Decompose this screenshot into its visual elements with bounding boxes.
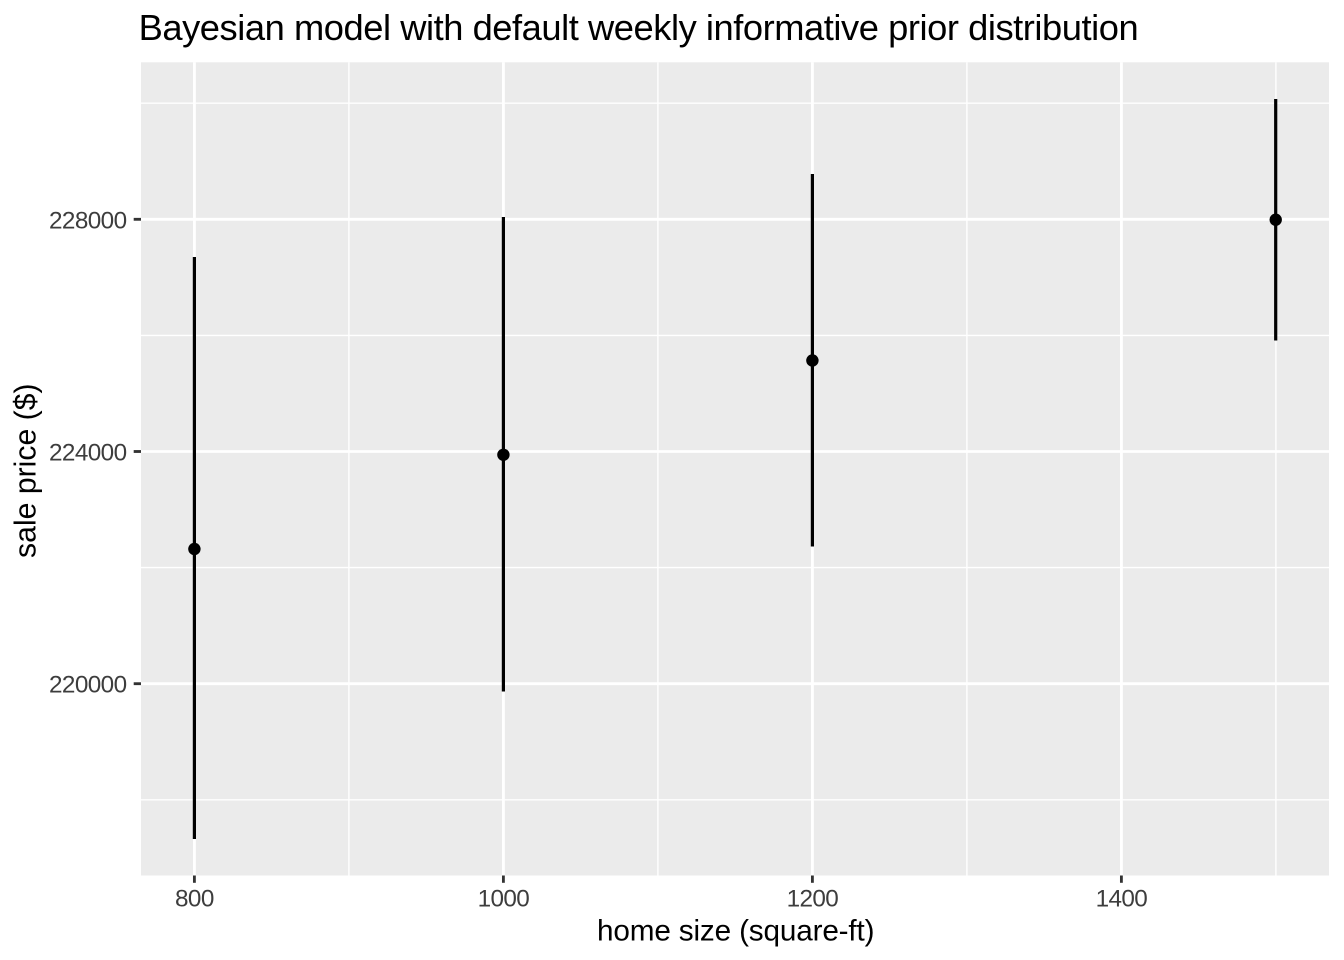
svg-text:800: 800	[175, 885, 214, 912]
svg-text:home size (square-ft): home size (square-ft)	[597, 914, 874, 947]
svg-text:sale price ($): sale price ($)	[9, 383, 42, 557]
svg-text:220000: 220000	[49, 672, 127, 699]
svg-text:228000: 228000	[49, 207, 127, 234]
svg-text:224000: 224000	[49, 440, 127, 467]
svg-text:1000: 1000	[478, 885, 530, 912]
svg-text:1200: 1200	[787, 885, 839, 912]
svg-text:Bayesian model with default we: Bayesian model with default weekly infor…	[139, 7, 1139, 48]
svg-text:1400: 1400	[1096, 885, 1148, 912]
